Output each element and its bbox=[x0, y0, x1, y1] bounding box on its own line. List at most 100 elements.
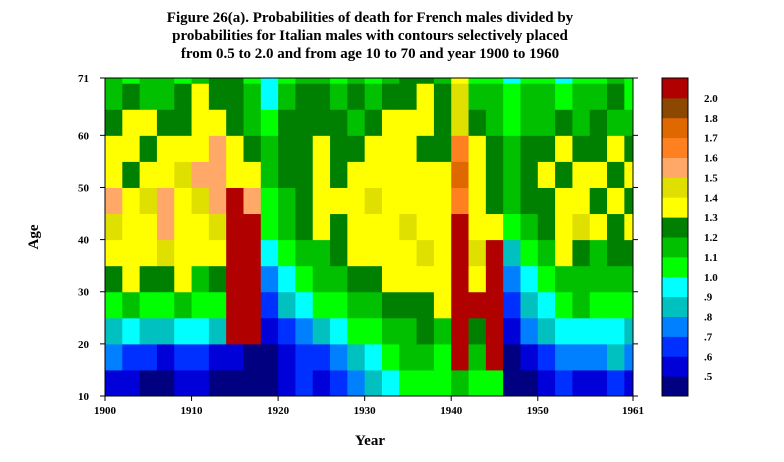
heat-cell bbox=[416, 369, 435, 397]
heat-cell bbox=[174, 187, 193, 215]
heat-cell bbox=[485, 291, 504, 319]
heat-cell bbox=[364, 78, 383, 84]
heat-cell bbox=[174, 291, 193, 319]
heat-cell bbox=[399, 343, 418, 371]
heat-cell bbox=[226, 369, 244, 397]
colorbar-label: 1.8 bbox=[704, 113, 718, 125]
heat-cell bbox=[364, 109, 383, 136]
heat-cell bbox=[260, 78, 279, 84]
heat-cell bbox=[399, 109, 418, 136]
heat-cell bbox=[105, 161, 123, 188]
heat-cell bbox=[105, 369, 123, 397]
heat-cell bbox=[537, 161, 556, 188]
heat-cell bbox=[191, 135, 210, 162]
heat-cell bbox=[312, 369, 331, 397]
heat-cell bbox=[243, 343, 262, 371]
heat-cell bbox=[139, 109, 158, 136]
colorbar-swatch bbox=[662, 316, 688, 337]
heat-cell bbox=[122, 369, 141, 397]
heat-cell bbox=[347, 83, 366, 110]
heat-cell bbox=[364, 83, 383, 110]
colorbar-swatch bbox=[662, 356, 688, 377]
y-tick-label: 30 bbox=[78, 287, 90, 299]
colorbar-label: .9 bbox=[704, 292, 713, 304]
heat-cell bbox=[572, 213, 591, 241]
heat-cell bbox=[451, 239, 470, 267]
heat-cell bbox=[139, 239, 158, 267]
heat-cell bbox=[226, 213, 244, 241]
heat-cell bbox=[330, 135, 348, 162]
heat-cell bbox=[278, 265, 296, 293]
heat-cell bbox=[208, 83, 227, 110]
heat-cell bbox=[105, 291, 123, 319]
heat-cell bbox=[589, 83, 608, 110]
heat-cell bbox=[260, 83, 279, 110]
heat-cell bbox=[537, 187, 556, 215]
heat-cell bbox=[485, 343, 504, 371]
x-tick-label: 1940 bbox=[440, 405, 463, 417]
heat-cell bbox=[451, 343, 470, 371]
heat-cell bbox=[156, 265, 175, 293]
heat-cell bbox=[589, 109, 608, 136]
heat-cell bbox=[433, 317, 452, 345]
heat-cell bbox=[105, 213, 123, 241]
heat-cell bbox=[243, 109, 262, 136]
heat-cell bbox=[278, 187, 296, 215]
heat-cell bbox=[503, 343, 521, 371]
heat-cell bbox=[226, 109, 244, 136]
heat-cell bbox=[416, 109, 435, 136]
heat-cell bbox=[503, 239, 521, 267]
colorbar-label: .5 bbox=[704, 371, 713, 383]
heat-cell bbox=[139, 83, 158, 110]
colorbar-label: 2.0 bbox=[704, 93, 718, 105]
heat-cell bbox=[399, 78, 418, 84]
heat-cell bbox=[537, 83, 556, 110]
heat-cell bbox=[468, 343, 487, 371]
heat-cell bbox=[105, 265, 123, 293]
heat-cell bbox=[312, 239, 331, 267]
heat-cell bbox=[589, 291, 608, 319]
heat-cell bbox=[191, 239, 210, 267]
heat-cell bbox=[347, 187, 366, 215]
heat-cell bbox=[243, 317, 262, 345]
heat-cell bbox=[399, 187, 418, 215]
heat-cell bbox=[156, 83, 175, 110]
heat-cell bbox=[278, 213, 296, 241]
heat-cell bbox=[607, 78, 625, 84]
heat-cell bbox=[485, 78, 504, 84]
heat-cell bbox=[520, 369, 539, 397]
heat-cell bbox=[122, 83, 141, 110]
heat-cell bbox=[312, 161, 331, 188]
colorbar-swatch bbox=[662, 137, 688, 158]
heat-cell bbox=[122, 317, 141, 345]
heat-cell bbox=[503, 135, 521, 162]
heat-cell bbox=[381, 369, 400, 397]
heat-cell bbox=[312, 213, 331, 241]
heat-cell bbox=[416, 265, 435, 293]
heat-cell bbox=[433, 265, 452, 293]
heat-cell bbox=[260, 187, 279, 215]
heat-cell bbox=[156, 317, 175, 345]
heat-cell bbox=[537, 239, 556, 267]
heat-cell bbox=[451, 265, 470, 293]
heat-cell bbox=[347, 343, 366, 371]
heat-cell bbox=[503, 369, 521, 397]
heat-cell bbox=[139, 78, 158, 84]
heat-cell bbox=[226, 265, 244, 293]
heat-cell bbox=[364, 369, 383, 397]
heat-cell bbox=[122, 135, 141, 162]
heat-cell bbox=[330, 78, 348, 84]
heat-cell bbox=[381, 109, 400, 136]
heat-cell bbox=[520, 343, 539, 371]
heat-cell bbox=[260, 265, 279, 293]
heat-cell bbox=[624, 213, 634, 241]
heat-cell bbox=[364, 239, 383, 267]
y-tick-label: 71 bbox=[78, 73, 89, 85]
title-line: Figure 26(a). Probabilities of death for… bbox=[167, 10, 574, 26]
heat-cell bbox=[433, 109, 452, 136]
heat-cell bbox=[191, 109, 210, 136]
heat-cell bbox=[607, 343, 625, 371]
heat-cell bbox=[537, 109, 556, 136]
heat-cell bbox=[416, 343, 435, 371]
